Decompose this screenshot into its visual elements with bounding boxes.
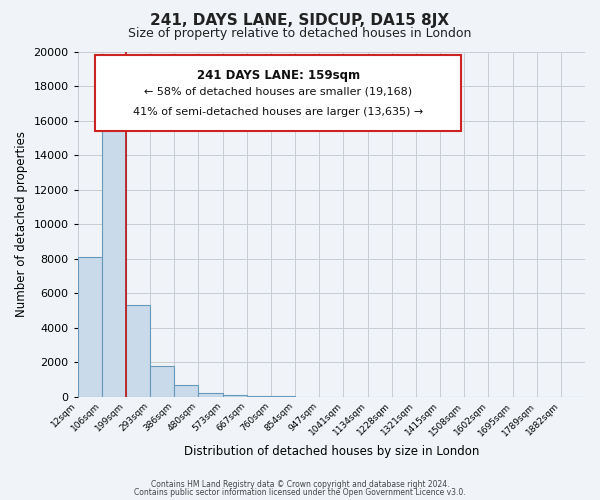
Text: Contains HM Land Registry data © Crown copyright and database right 2024.: Contains HM Land Registry data © Crown c… [151, 480, 449, 489]
Text: 241 DAYS LANE: 159sqm: 241 DAYS LANE: 159sqm [197, 69, 359, 82]
X-axis label: Distribution of detached houses by size in London: Distribution of detached houses by size … [184, 444, 479, 458]
Text: Size of property relative to detached houses in London: Size of property relative to detached ho… [128, 28, 472, 40]
Bar [175, 386, 199, 396]
Bar [150, 366, 175, 396]
Y-axis label: Number of detached properties: Number of detached properties [15, 131, 28, 317]
Text: ← 58% of detached houses are smaller (19,168): ← 58% of detached houses are smaller (19… [144, 86, 412, 96]
Bar [223, 394, 247, 396]
Bar [126, 305, 150, 396]
FancyBboxPatch shape [95, 55, 461, 131]
Text: 41% of semi-detached houses are larger (13,635) →: 41% of semi-detached houses are larger (… [133, 106, 423, 117]
Bar [199, 392, 223, 396]
Text: 241, DAYS LANE, SIDCUP, DA15 8JX: 241, DAYS LANE, SIDCUP, DA15 8JX [151, 12, 449, 28]
Text: Contains public sector information licensed under the Open Government Licence v3: Contains public sector information licen… [134, 488, 466, 497]
Bar [102, 110, 126, 397]
Bar [78, 257, 102, 396]
